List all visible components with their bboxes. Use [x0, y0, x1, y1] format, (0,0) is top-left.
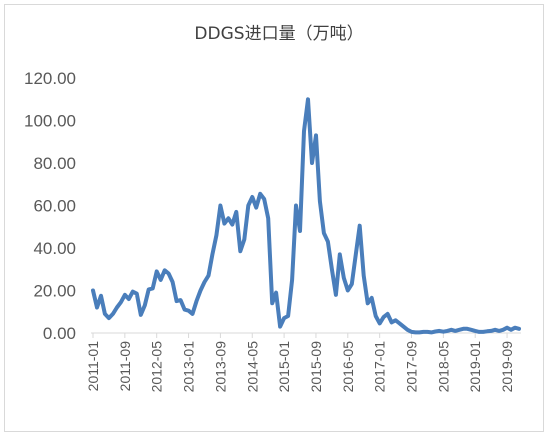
y-tick-label: 100.00 — [24, 112, 76, 131]
x-tick-label: 2017-01 — [372, 341, 388, 393]
x-tick-label: 2013-01 — [181, 341, 197, 393]
x-tick-label: 2011-01 — [85, 341, 101, 392]
x-tick-label: 2015-09 — [308, 341, 324, 393]
x-axis-ticks: 2011-01 2011-09 2012-05 2013-01 2013-09 2014-… — [85, 333, 515, 392]
y-tick-label: 80.00 — [33, 154, 76, 173]
x-tick-label: 2014-05 — [244, 341, 260, 393]
chart-title: DDGS进口量（万吨） — [194, 24, 363, 44]
x-tick-label: 2019-01 — [467, 341, 483, 393]
y-tick-label: 0.00 — [43, 324, 76, 343]
y-tick-label: 40.00 — [33, 239, 76, 258]
y-tick-label: 120.00 — [24, 69, 76, 88]
x-tick-label: 2012-05 — [149, 341, 165, 393]
chart-frame — [4, 4, 544, 432]
x-tick-label: 2015-01 — [276, 341, 292, 393]
series-line — [91, 97, 521, 335]
x-tick-label: 2011-09 — [117, 341, 133, 392]
y-axis-ticks: 0.00 20.00 40.00 60.00 80.00 100.00 120.00 — [24, 69, 76, 343]
y-tick-label: 60.00 — [33, 197, 76, 216]
x-tick-label: 2019-09 — [499, 341, 515, 393]
x-tick-label: 2018-05 — [435, 341, 451, 393]
x-tick-label: 2013-09 — [212, 341, 228, 393]
y-tick-label: 20.00 — [33, 282, 76, 301]
x-tick-label: 2017-09 — [404, 341, 420, 393]
x-tick-label: 2016-05 — [340, 341, 356, 393]
